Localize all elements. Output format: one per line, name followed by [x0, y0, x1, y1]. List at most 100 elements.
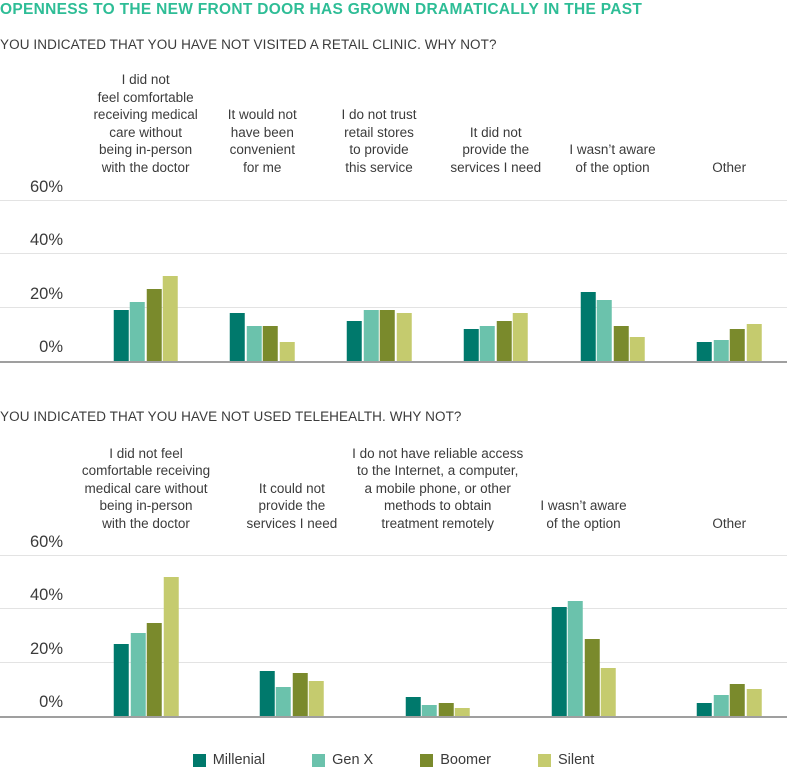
bar-millenial	[346, 321, 362, 361]
gridline-20	[0, 306, 787, 308]
bar-gen-x	[567, 601, 583, 716]
bar-gen-x	[129, 302, 145, 361]
legend-label: Silent	[558, 752, 595, 768]
y-axis-tick-label: 20%	[29, 639, 63, 658]
bar-gen-x	[596, 299, 612, 361]
bar-boomer	[496, 321, 512, 361]
bar-group	[696, 323, 762, 361]
legend-item-silent: Silent	[538, 752, 594, 768]
bar-millenial	[230, 313, 246, 361]
bar-group	[580, 291, 645, 361]
bar-gen-x	[421, 705, 437, 716]
bar-millenial	[697, 702, 713, 716]
bar-silent	[746, 689, 762, 716]
legend-label: Boomer	[440, 752, 491, 768]
bar-gen-x	[713, 694, 729, 716]
bar-silent	[396, 313, 412, 361]
y-axis-tick-label: 0%	[39, 693, 63, 711]
bar-gen-x	[363, 310, 379, 361]
y-axis-tick-label: 0%	[39, 338, 63, 356]
category-label: I did not feel comfortable receiving med…	[93, 72, 198, 175]
category-label: Other	[712, 159, 747, 175]
gridline-20	[0, 661, 787, 663]
y-axis-tick-label: 40%	[29, 586, 63, 605]
chart-retail-clinic-category-labels: I did not feel comfortable receiving med…	[0, 70, 787, 176]
bar-group	[113, 577, 179, 716]
legend-label: Millenial	[212, 752, 266, 768]
bar-millenial	[259, 670, 275, 716]
bar-boomer	[613, 326, 629, 361]
bar-group	[405, 697, 470, 716]
legend-swatch	[538, 753, 551, 767]
category-label: It would not have been convenient for me	[227, 107, 297, 175]
category-label: It did not provide the services I need	[450, 124, 542, 175]
legend: Millenial Gen X Boomer Silent	[0, 752, 787, 768]
bar-silent	[309, 681, 325, 716]
bar-gen-x	[713, 339, 729, 361]
bar-group	[259, 670, 325, 716]
y-axis-tick-label: 20%	[29, 284, 63, 303]
legend-item-boomer: Boomer	[420, 752, 491, 768]
category-label: Other	[712, 515, 747, 531]
chart-retail-clinic-subtitle: YOU INDICATED THAT YOU HAVE NOT VISITED …	[0, 37, 497, 52]
bar-millenial	[551, 606, 567, 716]
bar-silent	[162, 275, 178, 361]
chart-telehealth-category-labels: I did not feel comfortable receiving med…	[0, 440, 787, 532]
bar-group	[346, 310, 412, 361]
bar-boomer	[730, 684, 746, 716]
bar-gen-x	[130, 633, 146, 716]
legend-item-millenial: Millenial	[192, 752, 266, 768]
bar-boomer	[584, 638, 600, 716]
y-axis-tick-label: 60%	[29, 178, 63, 196]
category-label: I wasn’t aware of the option	[569, 142, 656, 175]
bar-millenial	[405, 697, 421, 716]
bar-silent	[513, 313, 529, 361]
bar-millenial	[113, 310, 129, 361]
bar-boomer	[438, 702, 454, 716]
gridline-40	[0, 253, 787, 255]
chart-telehealth-plot-area: 0% 20% 40% 60%	[0, 533, 787, 718]
legend-label: Gen X	[332, 752, 374, 768]
bar-boomer	[379, 310, 395, 361]
bar-gen-x	[276, 686, 292, 716]
bar-silent	[746, 323, 762, 361]
bar-silent	[600, 668, 616, 716]
bar-millenial	[113, 644, 129, 716]
y-axis-tick-label: 60%	[29, 533, 63, 551]
legend-swatch	[192, 753, 206, 767]
category-label: I wasn’t aware of the option	[540, 498, 627, 531]
bar-silent	[163, 577, 179, 716]
bar-silent	[279, 342, 295, 361]
bar-silent	[454, 708, 470, 716]
bar-boomer	[729, 329, 745, 361]
bar-boomer	[292, 673, 308, 716]
category-label: It could not provide the services I need	[246, 480, 338, 531]
bar-group	[697, 684, 762, 716]
bar-millenial	[580, 291, 596, 361]
category-label: I did not feel comfortable receiving med…	[81, 445, 211, 531]
gridline-60	[0, 200, 787, 201]
bar-millenial	[696, 342, 712, 361]
bar-millenial	[463, 329, 479, 361]
bar-group	[463, 313, 529, 361]
bar-group	[551, 601, 616, 716]
bar-gen-x	[480, 326, 496, 361]
legend-item-gen-x: Gen X	[312, 752, 373, 768]
bar-group	[113, 275, 178, 361]
bar-boomer	[146, 622, 162, 716]
category-label: I do not have reliable access to the Int…	[352, 445, 524, 531]
chart-retail-clinic-plot-area: 0% 20% 40% 60%	[0, 178, 787, 363]
bar-gen-x	[246, 326, 262, 361]
bar-boomer	[263, 326, 279, 361]
y-axis-tick-label: 40%	[29, 231, 63, 250]
category-label: I do not trust retail stores to provide …	[341, 107, 417, 175]
bar-boomer	[146, 289, 162, 361]
legend-swatch	[312, 753, 326, 767]
page-title: OPENNESS TO THE NEW FRONT DOOR HAS GROWN…	[0, 1, 643, 18]
gridline-40	[0, 608, 787, 610]
bar-group	[230, 313, 295, 361]
legend-swatch	[420, 753, 434, 767]
gridline-60	[0, 555, 787, 556]
chart-telehealth-subtitle: YOU INDICATED THAT YOU HAVE NOT USED TEL…	[0, 409, 462, 424]
